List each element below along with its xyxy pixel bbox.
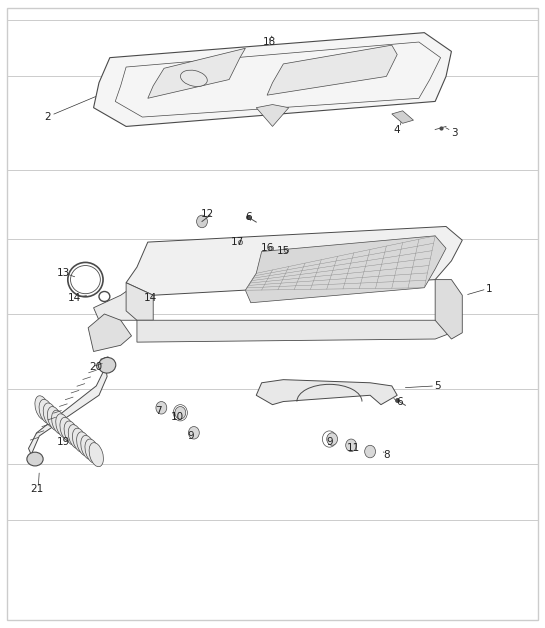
Circle shape [365, 445, 376, 458]
Polygon shape [392, 111, 414, 123]
Polygon shape [28, 367, 107, 455]
Text: 11: 11 [347, 443, 360, 453]
Ellipse shape [35, 396, 49, 420]
Polygon shape [256, 104, 289, 126]
Text: 6: 6 [397, 396, 403, 406]
Text: 5: 5 [434, 381, 441, 391]
Ellipse shape [52, 410, 66, 434]
Ellipse shape [81, 435, 95, 460]
Text: 1: 1 [486, 284, 493, 294]
Circle shape [197, 215, 208, 228]
Polygon shape [137, 308, 451, 342]
Text: 8: 8 [383, 450, 390, 460]
Text: 17: 17 [231, 237, 244, 247]
Polygon shape [94, 33, 451, 126]
Text: 21: 21 [30, 484, 43, 494]
Text: 3: 3 [451, 127, 457, 138]
Text: 16: 16 [261, 244, 274, 253]
Text: 14: 14 [144, 293, 157, 303]
Text: 7: 7 [155, 406, 162, 416]
Ellipse shape [64, 421, 78, 445]
Ellipse shape [68, 425, 83, 448]
Ellipse shape [99, 357, 116, 373]
Polygon shape [435, 279, 462, 339]
Text: 9: 9 [188, 431, 195, 441]
Polygon shape [126, 227, 462, 295]
Text: 12: 12 [201, 209, 214, 219]
Text: 4: 4 [394, 124, 401, 134]
Ellipse shape [77, 432, 91, 456]
Text: 10: 10 [171, 412, 184, 422]
Ellipse shape [60, 418, 74, 441]
Polygon shape [245, 236, 446, 303]
Polygon shape [267, 45, 397, 95]
Ellipse shape [47, 406, 62, 431]
Circle shape [326, 433, 337, 445]
Text: 6: 6 [245, 212, 251, 222]
Ellipse shape [72, 428, 87, 452]
Polygon shape [88, 314, 131, 352]
Polygon shape [148, 48, 245, 99]
Text: 9: 9 [326, 437, 333, 447]
Text: 15: 15 [277, 246, 290, 256]
Ellipse shape [180, 70, 207, 87]
Ellipse shape [43, 403, 58, 427]
Circle shape [346, 439, 356, 452]
Text: 2: 2 [44, 112, 51, 122]
Text: 13: 13 [57, 268, 70, 278]
Text: 19: 19 [57, 437, 70, 447]
Circle shape [156, 401, 167, 414]
Polygon shape [126, 283, 153, 320]
Polygon shape [256, 380, 397, 404]
Text: 20: 20 [90, 362, 103, 372]
Polygon shape [94, 276, 164, 320]
Circle shape [189, 426, 199, 439]
Ellipse shape [56, 414, 70, 438]
Circle shape [175, 406, 186, 419]
Text: 18: 18 [263, 37, 276, 47]
Ellipse shape [85, 439, 99, 463]
Ellipse shape [27, 452, 43, 466]
Ellipse shape [39, 399, 53, 423]
Ellipse shape [89, 443, 104, 467]
Text: 14: 14 [68, 293, 81, 303]
